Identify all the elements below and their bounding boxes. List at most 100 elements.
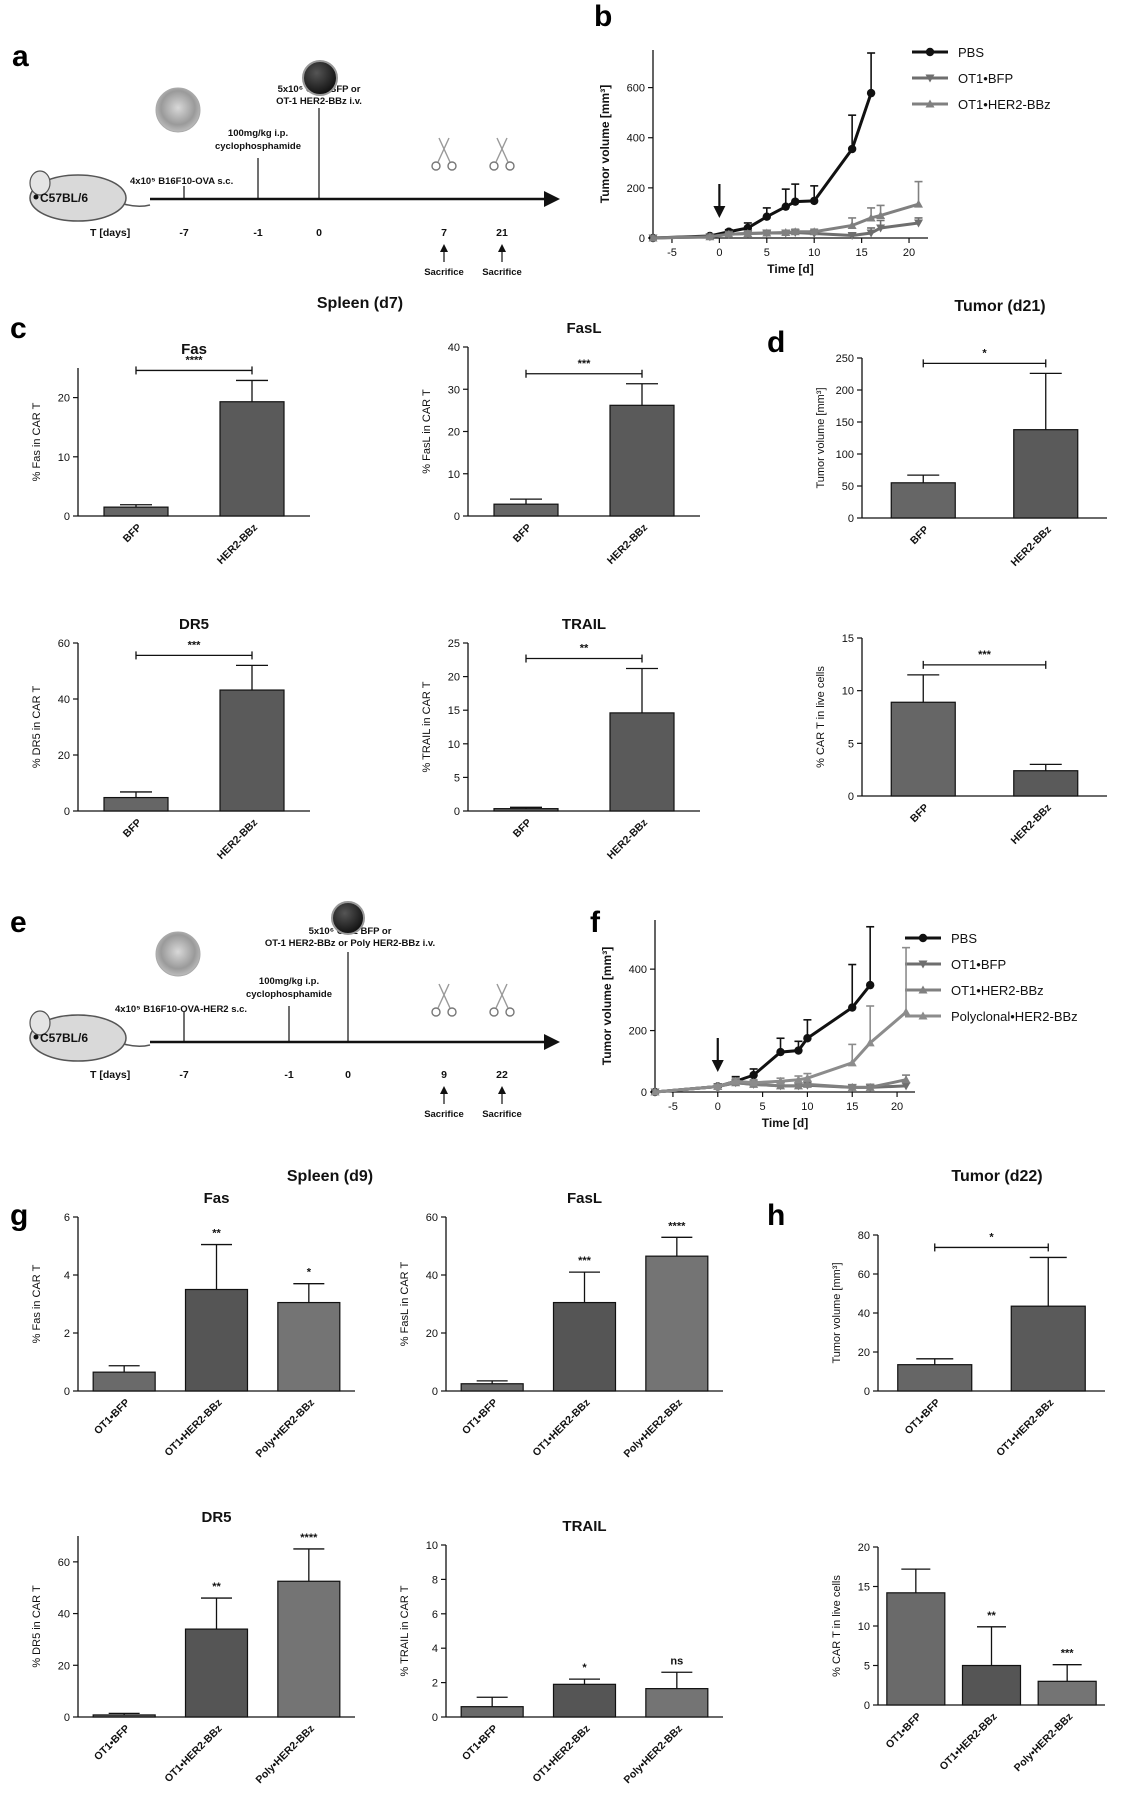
y-tick-label: 0 — [432, 1712, 438, 1724]
y-tick-label: 0 — [864, 1386, 870, 1398]
y-tick-label: 0 — [639, 233, 645, 245]
y-tick-label: 20 — [426, 1328, 438, 1340]
y-tick-label: 50 — [842, 481, 854, 493]
arrow-up-icon — [498, 1086, 506, 1094]
timeline-tick: 0 — [316, 227, 322, 239]
category-label: BFP — [121, 817, 144, 840]
sacrifice-label: Sacrifice — [424, 1109, 464, 1120]
significance-label: *** — [578, 1255, 592, 1267]
significance-label: * — [582, 1662, 587, 1674]
y-axis-label: Tumor volume [mm³] — [600, 947, 614, 1065]
y-tick-label: 60 — [426, 1212, 438, 1224]
bar — [103, 506, 169, 517]
y-tick-label: 5 — [864, 1661, 870, 1673]
arrow-down-icon — [711, 1060, 724, 1072]
bar — [890, 701, 956, 797]
legend-marker — [925, 47, 935, 57]
data-point — [794, 1046, 803, 1055]
y-tick-label: 100 — [836, 449, 854, 461]
series-line — [654, 1011, 908, 1094]
bar — [890, 482, 956, 519]
y-tick-label: 600 — [627, 83, 645, 95]
data-point — [847, 1058, 857, 1067]
y-axis-label: Tumor volume [mm³] — [831, 1262, 843, 1363]
y-tick-label: 0 — [64, 1386, 70, 1398]
timeline-event-cyclophosphamide-2: cyclophosphamide — [215, 141, 301, 152]
y-axis-label: % Fas in CAR T — [31, 402, 43, 481]
y-axis-label: Tumor volume [mm³] — [598, 85, 612, 203]
chart-d-car-t: 0 5 10 15 BFP HER2-BBz *** % CAR T in live cell… — [815, 633, 1107, 847]
legend-marker — [918, 985, 928, 994]
y-tick-label: 250 — [836, 353, 854, 365]
data-point — [776, 1081, 786, 1090]
bar — [92, 1371, 156, 1392]
chart-c-fas: 0 10 20 BFP HER2-BBz ****Fas % Fas in CAR T — [31, 341, 310, 567]
category-label: HER2-BBz — [1009, 802, 1054, 847]
data-point — [866, 229, 876, 238]
chart-title: FasL — [567, 1190, 602, 1207]
bar — [1037, 1680, 1097, 1706]
bar — [645, 1688, 709, 1718]
y-tick-label: 0 — [454, 806, 460, 818]
category-label: OT1•BFP — [884, 1711, 924, 1751]
data-point — [650, 1087, 660, 1096]
significance-label: *** — [188, 639, 202, 651]
chart-title: FasL — [566, 320, 601, 337]
category-label: OT1•HER2-BBz — [162, 1397, 224, 1459]
x-axis-label: Time [d] — [767, 262, 813, 276]
category-label: HER2-BBz — [605, 817, 650, 862]
significance-label: * — [989, 1231, 994, 1243]
y-tick-label: 8 — [432, 1574, 438, 1586]
y-tick-label: 40 — [448, 342, 460, 354]
chart-g-fasl: 0 20 40 60 OT1•BFP OT1•HER2-BBz *** Poly•HER2-B… — [399, 1190, 723, 1460]
y-tick-label: 10 — [426, 1540, 438, 1552]
header-spleen-d7: Spleen (d7) — [317, 295, 403, 312]
y-tick-label: 40 — [58, 1609, 70, 1621]
category-label: OT1•HER2-BBz — [937, 1711, 999, 1773]
panel-label-h: h — [767, 1199, 785, 1232]
data-point — [762, 212, 771, 221]
y-tick-label: 4 — [64, 1270, 70, 1282]
y-tick-label: 0 — [64, 1712, 70, 1724]
chart-g-fas: 0 2 4 6 OT1•BFP OT1•HER2-BBz ** Poly•HER2-BBz * F… — [31, 1190, 355, 1460]
bar — [609, 712, 675, 812]
mouse-strain-label: C57BL/6 — [40, 191, 88, 205]
mouse-icon — [29, 170, 151, 222]
bar — [1013, 770, 1079, 797]
x-tick-label: 5 — [764, 247, 770, 259]
x-tick-label: -5 — [667, 247, 677, 259]
y-tick-label: 5 — [848, 738, 854, 750]
x-axis-label: Time [d] — [762, 1116, 808, 1130]
y-tick-label: 20 — [58, 750, 70, 762]
significance-label: * — [307, 1267, 312, 1279]
sacrifice-label: Sacrifice — [482, 267, 522, 278]
bar — [219, 401, 285, 517]
chart-c-fasl: 0 10 20 30 40 BFP HER2-BBz *** FasL % FasL in CAR… — [421, 320, 700, 567]
y-tick-label: 20 — [58, 393, 70, 405]
y-tick-label: 400 — [627, 133, 645, 145]
bar — [1010, 1305, 1086, 1392]
legend-label: OT1•HER2-BBz — [951, 983, 1044, 998]
y-tick-label: 20 — [448, 672, 460, 684]
x-tick-label: 15 — [855, 247, 867, 259]
timeline-tick: -7 — [179, 1069, 188, 1081]
mouse-strain-label: C57BL/6 — [40, 1031, 88, 1045]
chart-b-tumor-growth: 0 200 400 600 -5 0 5 10 15 20 Time [d] Tumor volume… — [598, 45, 1051, 276]
chart-c-trail: 0 5 10 15 20 25 BFP HER2-BBz ** TRAIL % TRAIL in C… — [421, 616, 700, 862]
timeline-tick: -7 — [179, 227, 188, 239]
chart-title: DR5 — [179, 616, 209, 633]
timeline-event-injection: 4x10⁵ B16F10-OVA-HER2 s.c. — [115, 1004, 247, 1015]
data-point — [847, 231, 857, 240]
legend-marker — [925, 99, 935, 108]
data-point — [876, 210, 886, 219]
bar — [277, 1301, 341, 1392]
panel-label-g: g — [10, 1199, 28, 1232]
category-label: BFP — [908, 802, 931, 825]
panel-label-b: b — [594, 0, 612, 33]
y-tick-label: 0 — [454, 511, 460, 523]
y-tick-label: 150 — [836, 417, 854, 429]
data-point — [847, 1082, 857, 1091]
legend-marker — [918, 1011, 928, 1020]
scissors-icon — [489, 983, 515, 1017]
data-point — [793, 1075, 803, 1084]
